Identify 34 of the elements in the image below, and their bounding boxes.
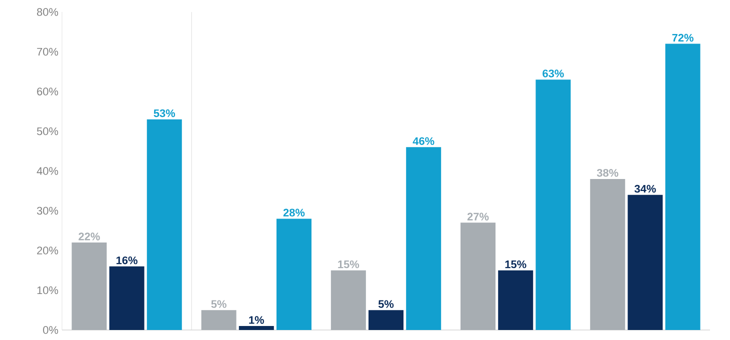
y-tick-label: 20% bbox=[37, 246, 58, 254]
data-label: 27% bbox=[467, 212, 489, 220]
data-label: 28% bbox=[283, 208, 305, 217]
bar bbox=[276, 218, 312, 330]
bar bbox=[146, 119, 182, 330]
y-tick-label: 10% bbox=[37, 286, 58, 294]
y-tick-label: 70% bbox=[37, 48, 58, 56]
bar bbox=[406, 147, 442, 330]
data-label: 1% bbox=[249, 316, 264, 324]
data-label: 16% bbox=[116, 256, 138, 264]
y-tick-label: 40% bbox=[36, 167, 58, 175]
data-label: 72% bbox=[672, 34, 694, 42]
bar bbox=[238, 326, 274, 330]
data-label: 34% bbox=[634, 184, 656, 193]
bar bbox=[665, 44, 700, 330]
data-label: 5% bbox=[378, 300, 394, 308]
bar bbox=[628, 194, 663, 330]
y-tick-label: 0% bbox=[43, 326, 58, 334]
data-label: 15% bbox=[338, 260, 360, 268]
y-tick-label: 30% bbox=[36, 206, 58, 215]
data-label: 5% bbox=[211, 300, 226, 308]
data-label: 38% bbox=[596, 168, 618, 177]
data-label: 15% bbox=[505, 260, 526, 268]
data-label: 22% bbox=[78, 232, 100, 240]
bar bbox=[498, 270, 534, 330]
bar bbox=[368, 310, 404, 330]
bar bbox=[536, 80, 571, 330]
data-label: 63% bbox=[542, 70, 564, 78]
y-tick-label: 50% bbox=[36, 127, 58, 136]
bar bbox=[109, 266, 144, 330]
data-label: 53% bbox=[154, 109, 176, 118]
y-tick-label: 60% bbox=[37, 88, 58, 96]
y-tick-label: 80% bbox=[37, 8, 58, 16]
data-label: 46% bbox=[412, 137, 434, 145]
